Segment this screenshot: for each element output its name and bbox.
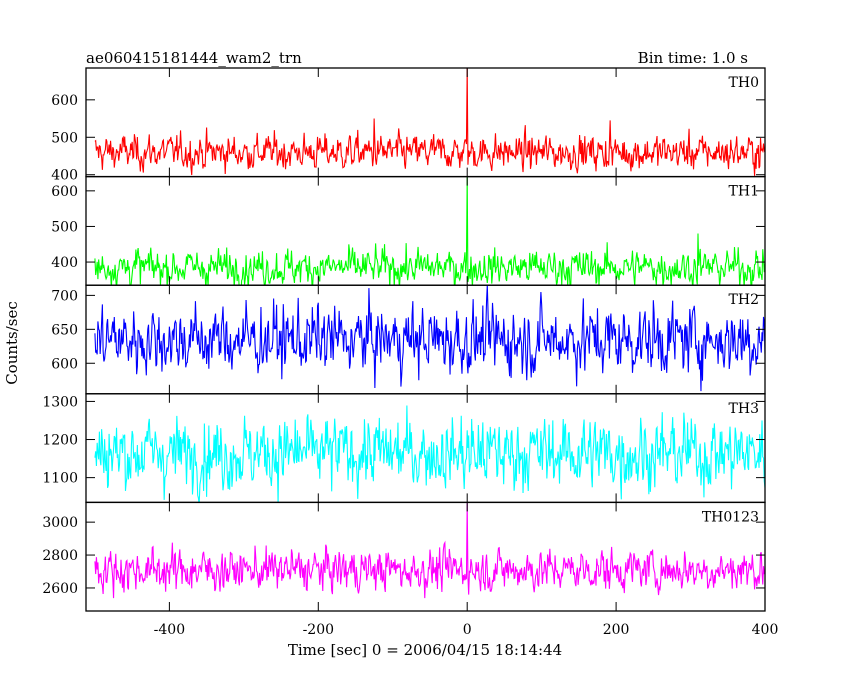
series-line-th0 bbox=[94, 68, 765, 176]
x-tick-label: 200 bbox=[603, 622, 630, 638]
series-line-th0123 bbox=[94, 502, 765, 599]
y-tick-label-th0: 600 bbox=[51, 93, 78, 109]
y-tick-label-th1: 400 bbox=[51, 255, 78, 271]
y-tick-label-th2: 600 bbox=[51, 356, 78, 372]
panel-label-th3: TH3 bbox=[729, 401, 759, 417]
y-tick-label-th0: 500 bbox=[51, 130, 78, 146]
y-tick-label-th1: 500 bbox=[51, 219, 78, 235]
series-line-th1 bbox=[94, 176, 765, 286]
x-tick-label: -400 bbox=[154, 622, 185, 638]
series-line-th2 bbox=[94, 285, 765, 392]
chart-title: ae060415181444_wam2_trn bbox=[86, 49, 302, 67]
x-tick-label: -200 bbox=[303, 622, 334, 638]
panel-frame-th2 bbox=[85, 284, 766, 395]
y-tick-label-th3: 1200 bbox=[42, 433, 78, 449]
y-tick-label-th3: 1100 bbox=[42, 471, 78, 487]
x-axis-title: Time [sec] 0 = 2006/04/15 18:14:44 bbox=[288, 641, 562, 659]
series-line-th3 bbox=[94, 405, 765, 503]
panel-frame-th0123 bbox=[85, 501, 766, 612]
panel-frame-th1 bbox=[85, 175, 766, 286]
y-tick-label-th0123: 2600 bbox=[42, 581, 78, 597]
y-axis-title: Counts/sec bbox=[3, 301, 21, 385]
bin-time-label: Bin time: 1.0 s bbox=[638, 49, 748, 67]
panel-label-th0123: TH0123 bbox=[702, 509, 759, 525]
panel-label-th2: TH2 bbox=[729, 292, 759, 308]
panel-label-th1: TH1 bbox=[729, 184, 759, 200]
y-tick-label-th3: 1300 bbox=[42, 394, 78, 410]
panel-label-th0: TH0 bbox=[729, 75, 759, 91]
y-tick-label-th2: 700 bbox=[51, 288, 78, 304]
y-tick-label-th0123: 2800 bbox=[42, 548, 78, 564]
x-tick-label: 400 bbox=[752, 622, 779, 638]
panels-group: 400 500 600 TH0 400 500 600 TH1 600 650 700 TH2 1100… bbox=[42, 67, 779, 638]
y-tick-label-th0: 400 bbox=[51, 168, 78, 184]
x-tick-label: 0 bbox=[463, 622, 472, 638]
y-tick-label-th0123: 3000 bbox=[42, 515, 78, 531]
y-tick-label-th2: 650 bbox=[51, 322, 78, 338]
y-tick-label-th1: 600 bbox=[51, 184, 78, 200]
